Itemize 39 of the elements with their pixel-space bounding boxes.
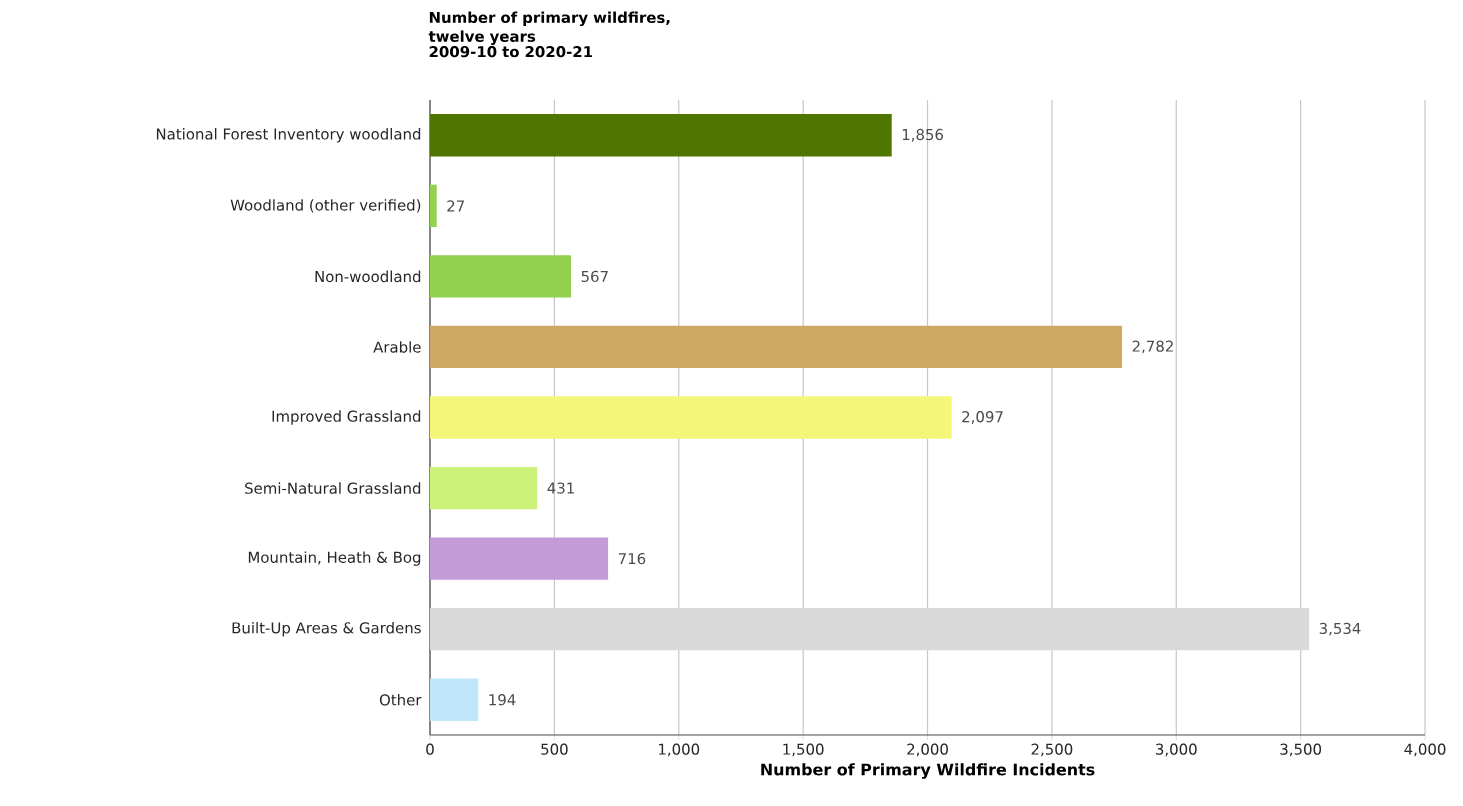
x-tick-label: 4,000 xyxy=(1404,743,1446,757)
data-label: 1,856 xyxy=(902,128,944,142)
data-label: 27 xyxy=(447,200,464,212)
data-label: 431 xyxy=(547,482,574,494)
y-tick-label: Built-Up Areas & Gardens xyxy=(232,621,421,637)
x-tick-label: 3,000 xyxy=(1156,743,1197,757)
y-tick-label: Improved Grassland xyxy=(272,410,421,425)
x-tick-label: 2,000 xyxy=(907,743,948,757)
x-tick-label: 0 xyxy=(426,743,434,755)
data-label: 3,534 xyxy=(1319,622,1361,636)
y-tick-label: Non-woodland xyxy=(315,270,421,283)
y-tick-label: Arable xyxy=(373,341,421,353)
data-label: 2,782 xyxy=(1132,340,1173,354)
bar xyxy=(430,537,609,580)
bar xyxy=(430,396,952,439)
y-tick-label: Woodland (other verified) xyxy=(230,199,421,213)
y-tick-label: Other xyxy=(379,693,422,706)
x-tick-label: 1,500 xyxy=(783,743,824,757)
bar xyxy=(430,184,437,227)
x-tick-label: 1,000 xyxy=(659,743,700,757)
bar xyxy=(430,678,479,721)
y-tick-label: Semi-Natural Grassland xyxy=(245,482,421,494)
bar xyxy=(430,325,1123,369)
x-tick-label: 500 xyxy=(541,743,568,755)
chart-subtitle: 2009-10 to 2020-21 xyxy=(429,46,593,58)
data-label: 716 xyxy=(618,552,646,565)
x-tick-label: 3,500 xyxy=(1280,743,1322,757)
bar xyxy=(430,466,538,510)
data-label: 194 xyxy=(489,694,516,706)
y-tick-label: Mountain, Heath & Bog xyxy=(248,551,421,566)
y-tick-label: National Forest Inventory woodland xyxy=(156,128,421,143)
x-axis-title: Number of Primary Wildfire Incidents xyxy=(761,763,1095,779)
data-label: 567 xyxy=(581,270,608,283)
data-label: 2,097 xyxy=(962,411,1003,424)
bar xyxy=(430,114,892,157)
x-tick-label: 2,500 xyxy=(1031,743,1073,757)
bar xyxy=(430,608,1310,651)
bar xyxy=(430,255,572,298)
chart-title: Number of primary wildfires, twelve years xyxy=(428,11,670,46)
